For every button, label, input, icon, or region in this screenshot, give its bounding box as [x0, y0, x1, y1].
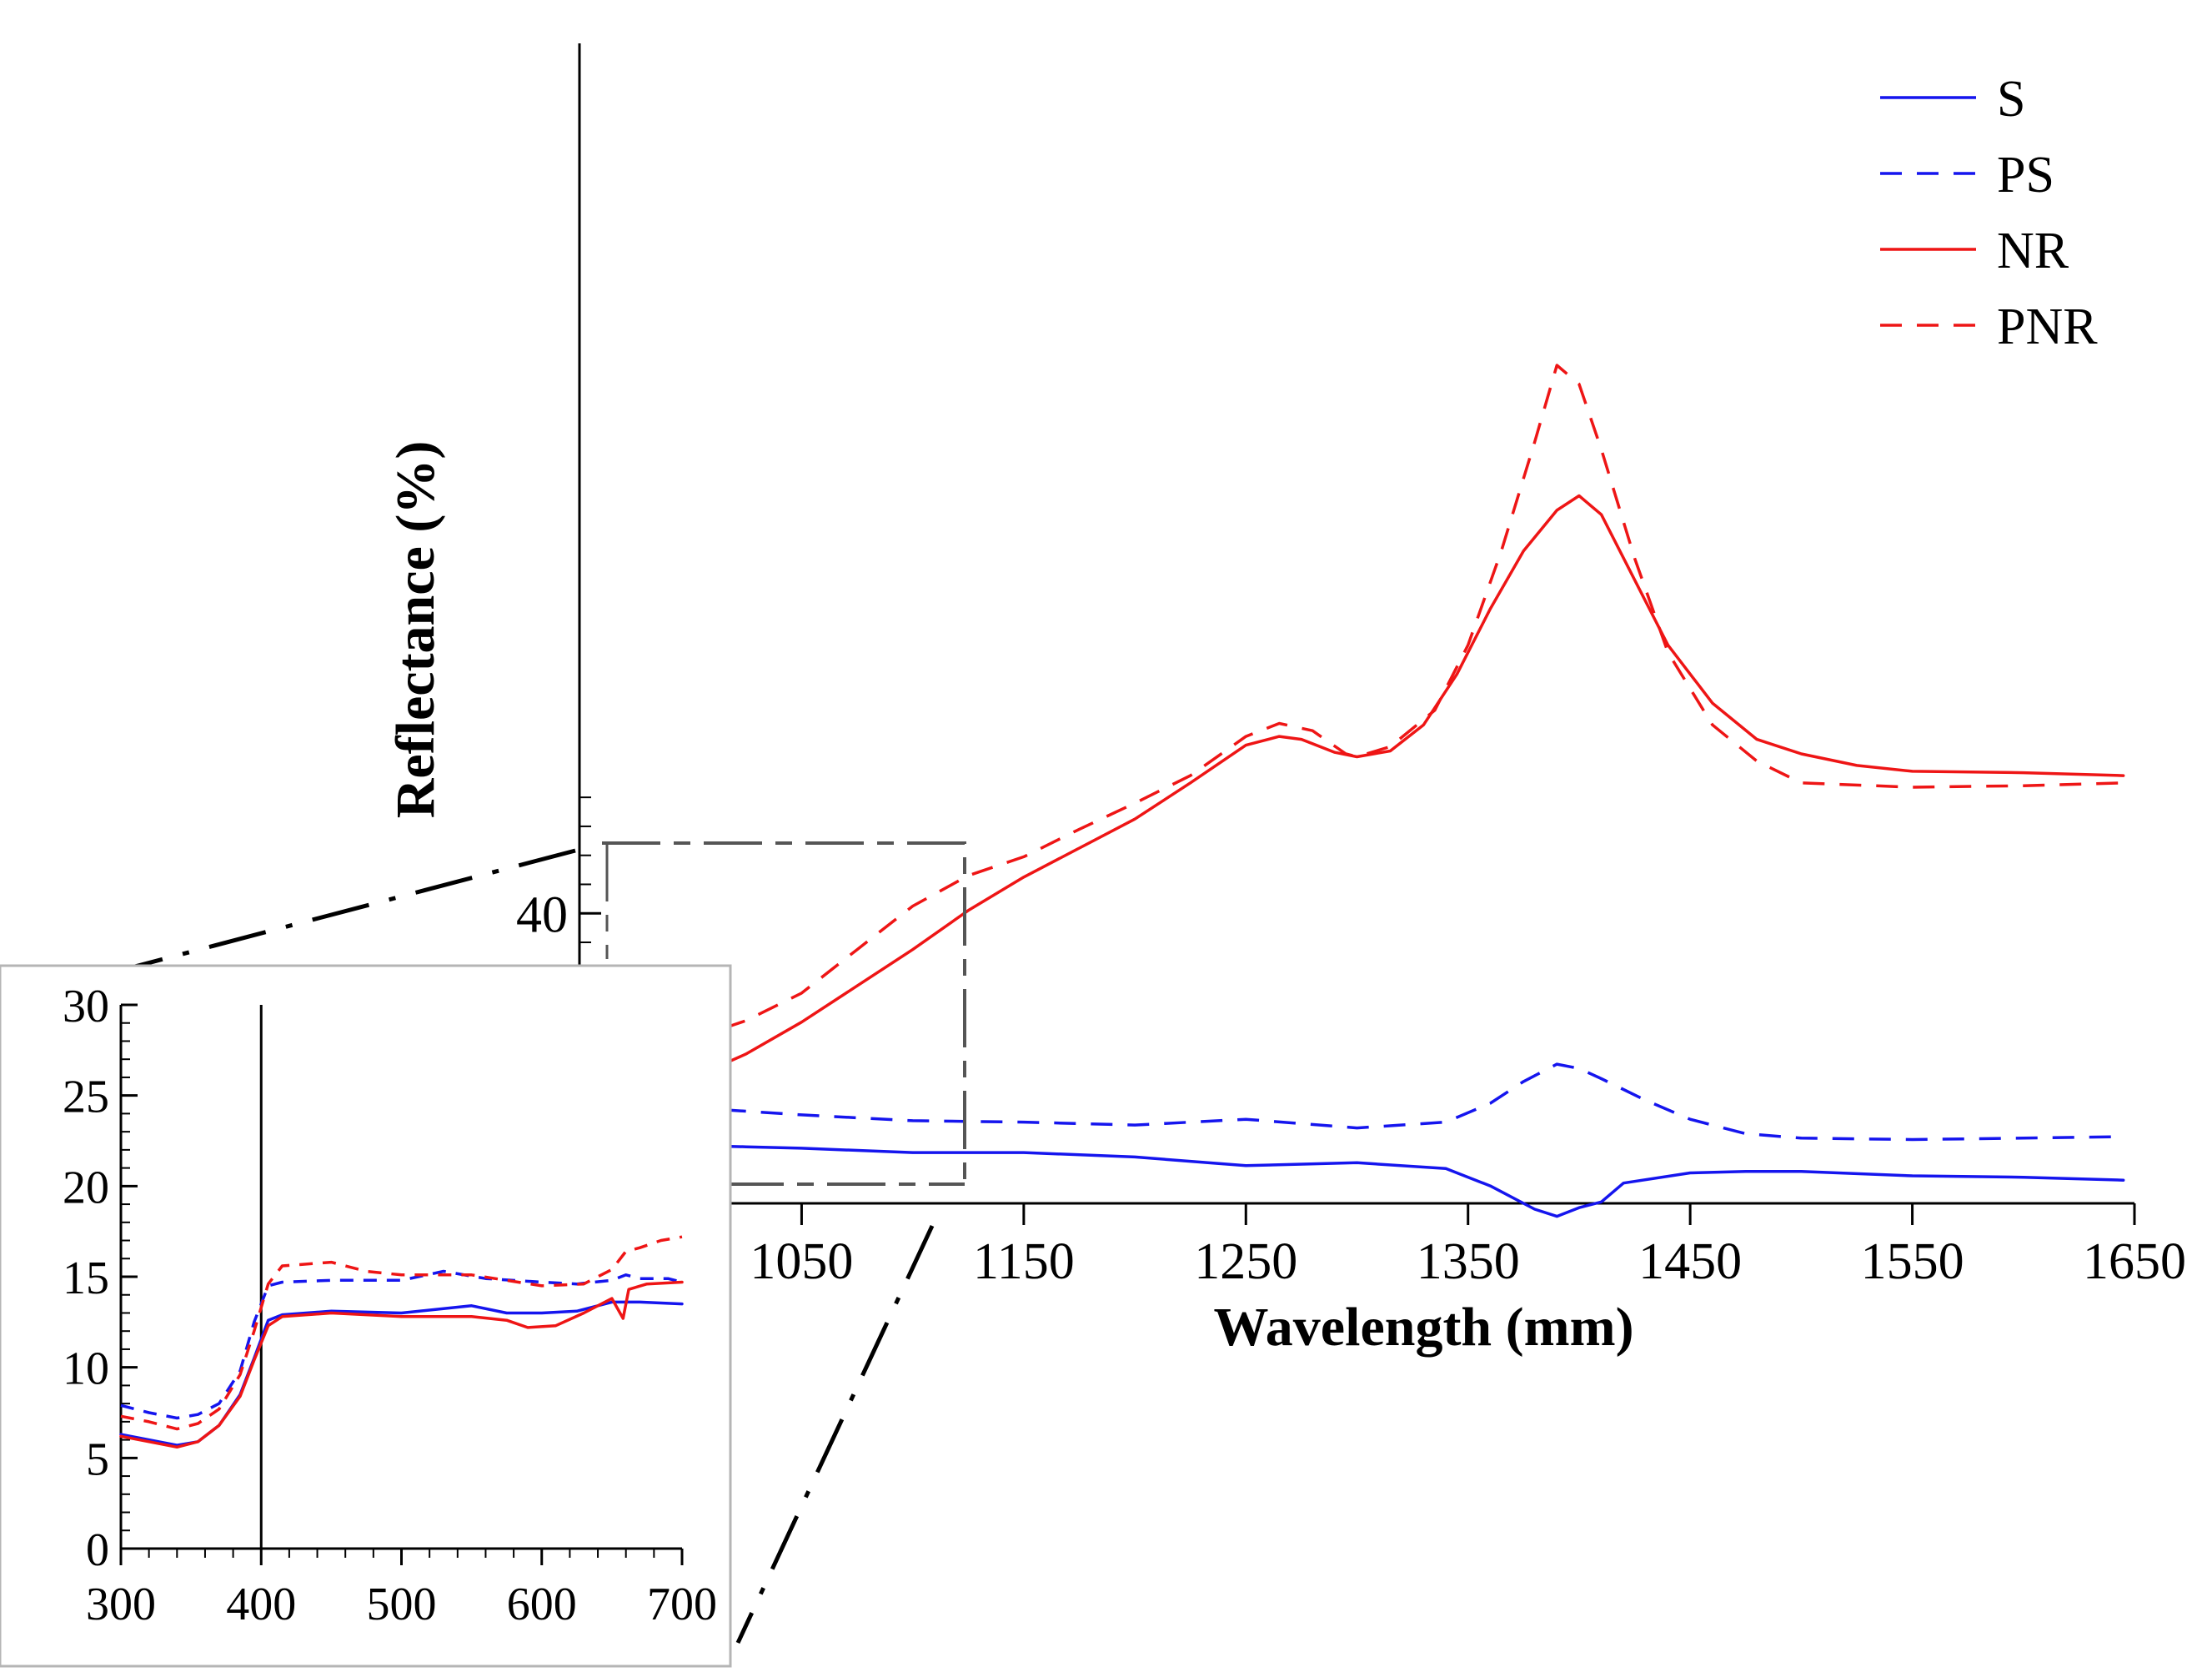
main-x-tick-label: 1550 [1861, 1233, 1964, 1290]
legend-label-nr: NR [1997, 223, 2069, 279]
inset-axes: 0 5 10 15 20 25 30 300 400 500 600 700 [63, 981, 717, 1630]
main-x-axis-title: Wavelength (mm) [1213, 1297, 1633, 1358]
inset-series-ps-line [120, 1269, 683, 1420]
main-x-tick-label: 1150 [973, 1233, 1075, 1290]
inset-series [119, 1235, 684, 1449]
zoom-connector-lower [735, 1224, 935, 1644]
zoom-box-top [602, 841, 966, 1184]
inset-x-tick-label: 700 [647, 1579, 717, 1630]
main-series [578, 364, 2125, 1218]
main-x-tick-label: 1050 [750, 1233, 853, 1290]
legend: S PS NR PNR [1880, 71, 2098, 355]
main-series-nr-line [578, 494, 2125, 1132]
inset-y-tick-label: 5 [86, 1434, 109, 1485]
inset-series-nr-line [119, 1280, 684, 1449]
inset-x-tick-label: 300 [86, 1579, 156, 1630]
main-series-ps-line [579, 1062, 2124, 1142]
legend-label-s: S [1997, 71, 2025, 128]
inset-y-tick-label: 25 [63, 1072, 109, 1123]
legend-label-pnr: PNR [1997, 299, 2098, 355]
main-x-tick-label: 1250 [1194, 1233, 1297, 1290]
inset-y-tick-label: 15 [63, 1253, 109, 1304]
inset-x-tick-label: 600 [507, 1579, 577, 1630]
inset-y-tick-label: 10 [63, 1343, 109, 1395]
inset-series-pnr-line [120, 1235, 683, 1431]
inset-x-tick-label: 500 [367, 1579, 437, 1630]
legend-label-ps: PS [1997, 147, 2054, 203]
inset-y-tick-label: 0 [86, 1524, 109, 1576]
main-y-axis-title: Reflectance (%) [385, 441, 446, 819]
inset-y-tick-label: 20 [63, 1162, 109, 1213]
inset-y-tick-label: 30 [63, 981, 109, 1032]
main-series-pnr-line [579, 364, 2124, 1043]
main-x-tick-label: 1350 [1417, 1233, 1520, 1290]
main-x-tick-label: 1650 [2083, 1233, 2186, 1290]
main-series-s-line [578, 1143, 2125, 1218]
main-y-tick-label: 40 [516, 886, 568, 943]
main-x-tick-label: 1450 [1638, 1233, 1742, 1290]
inset-x-tick-label: 400 [226, 1579, 296, 1630]
